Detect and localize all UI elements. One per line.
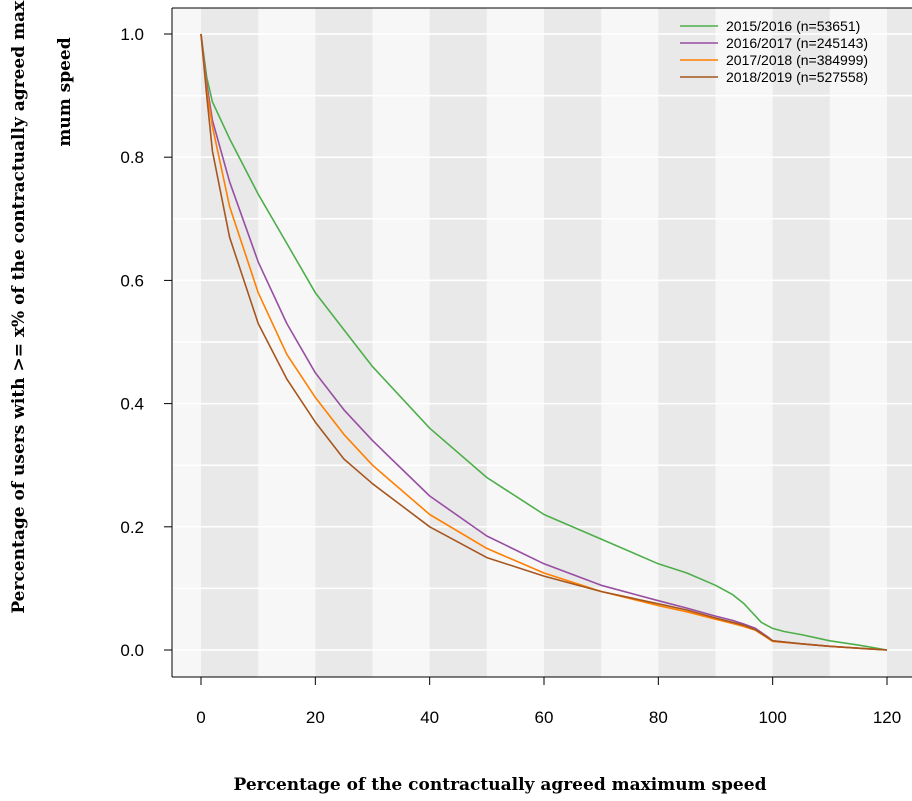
series-lines <box>200 33 888 651</box>
legend-label: 2018/2019 (n=527558) <box>726 69 868 85</box>
x-tick-label: 60 <box>535 708 554 727</box>
legend-label: 2017/2018 (n=384999) <box>726 52 868 68</box>
legend: 2015/2016 (n=53651)2016/2017 (n=245143)2… <box>680 18 868 85</box>
x-tick-label: 0 <box>196 708 205 727</box>
x-tick-label: 120 <box>873 708 901 727</box>
y-tick-label: 0.0 <box>120 641 144 660</box>
x-tick-label: 40 <box>420 708 439 727</box>
x-axis: 0 20 40 60 80 100 120 <box>196 677 901 727</box>
y-axis-title-line1: Percentage of users with >= x% of the co… <box>9 0 29 614</box>
y-axis: 0.0 0.2 0.4 0.6 0.8 1.0 <box>120 25 172 660</box>
x-tick-label: 20 <box>306 708 325 727</box>
x-tick-label: 100 <box>758 708 786 727</box>
y-tick-label: 0.6 <box>120 271 144 290</box>
x-axis-title: Percentage of the contractually agreed m… <box>234 775 767 795</box>
y-tick-label: 1.0 <box>120 25 144 44</box>
y-axis-title-line2: mum speed <box>55 37 75 146</box>
series-line-1 <box>200 33 888 651</box>
y-tick-label: 0.2 <box>120 518 144 537</box>
legend-label: 2015/2016 (n=53651) <box>726 18 860 34</box>
y-tick-label: 0.8 <box>120 148 144 167</box>
legend-label: 2016/2017 (n=245143) <box>726 35 868 51</box>
series-line-4 <box>200 33 888 651</box>
x-tick-label: 80 <box>649 708 668 727</box>
y-tick-label: 0.4 <box>120 395 144 414</box>
horizontal-gridlines <box>171 7 912 678</box>
